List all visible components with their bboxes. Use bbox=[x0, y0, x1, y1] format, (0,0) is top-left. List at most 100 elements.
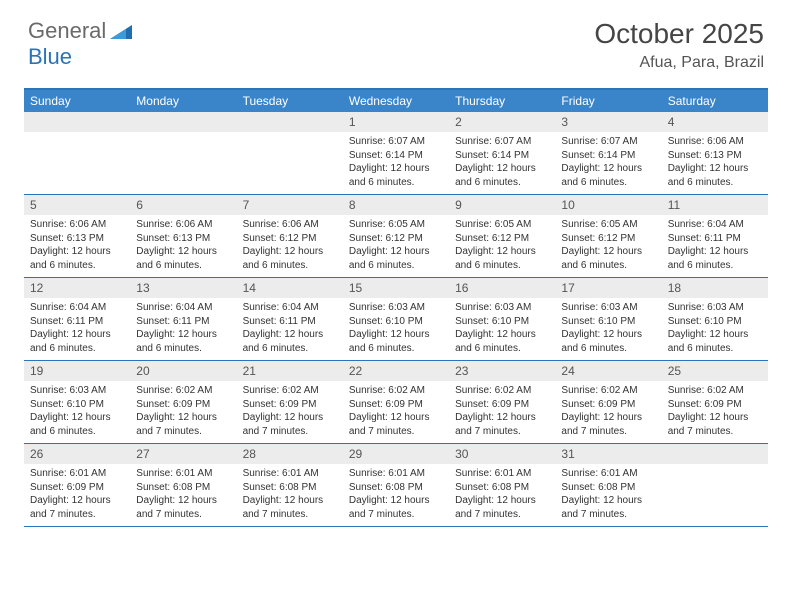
day-cell: 14Sunrise: 6:04 AMSunset: 6:11 PMDayligh… bbox=[237, 278, 343, 360]
sunset-text: Sunset: 6:11 PM bbox=[668, 232, 762, 246]
day-cell: 4Sunrise: 6:06 AMSunset: 6:13 PMDaylight… bbox=[662, 112, 768, 194]
day-number: 25 bbox=[662, 361, 768, 381]
week-row: 26Sunrise: 6:01 AMSunset: 6:09 PMDayligh… bbox=[24, 444, 768, 527]
daylight-text: Daylight: 12 hours and 6 minutes. bbox=[561, 245, 655, 272]
logo-blue-wrap: Blue bbox=[28, 44, 72, 70]
sunset-text: Sunset: 6:12 PM bbox=[561, 232, 655, 246]
day-number: 21 bbox=[237, 361, 343, 381]
day-body: Sunrise: 6:07 AMSunset: 6:14 PMDaylight:… bbox=[343, 132, 449, 193]
week-row: 5Sunrise: 6:06 AMSunset: 6:13 PMDaylight… bbox=[24, 195, 768, 278]
daylight-text: Daylight: 12 hours and 6 minutes. bbox=[561, 162, 655, 189]
week-row: 19Sunrise: 6:03 AMSunset: 6:10 PMDayligh… bbox=[24, 361, 768, 444]
daylight-text: Daylight: 12 hours and 6 minutes. bbox=[30, 328, 124, 355]
day-number: 31 bbox=[555, 444, 661, 464]
day-cell bbox=[237, 112, 343, 194]
day-cell bbox=[130, 112, 236, 194]
weekday-cell: Wednesday bbox=[343, 90, 449, 112]
day-cell: 26Sunrise: 6:01 AMSunset: 6:09 PMDayligh… bbox=[24, 444, 130, 526]
day-body: Sunrise: 6:03 AMSunset: 6:10 PMDaylight:… bbox=[24, 381, 130, 442]
day-number: 10 bbox=[555, 195, 661, 215]
day-cell bbox=[662, 444, 768, 526]
daylight-text: Daylight: 12 hours and 6 minutes. bbox=[243, 245, 337, 272]
day-body bbox=[130, 132, 236, 192]
sunrise-text: Sunrise: 6:02 AM bbox=[243, 384, 337, 398]
title-block: October 2025 Afua, Para, Brazil bbox=[594, 18, 764, 72]
sunset-text: Sunset: 6:14 PM bbox=[455, 149, 549, 163]
day-cell: 7Sunrise: 6:06 AMSunset: 6:12 PMDaylight… bbox=[237, 195, 343, 277]
day-body: Sunrise: 6:01 AMSunset: 6:08 PMDaylight:… bbox=[343, 464, 449, 525]
day-cell bbox=[24, 112, 130, 194]
day-cell: 12Sunrise: 6:04 AMSunset: 6:11 PMDayligh… bbox=[24, 278, 130, 360]
title-month: October 2025 bbox=[594, 18, 764, 50]
calendar: SundayMondayTuesdayWednesdayThursdayFrid… bbox=[24, 88, 768, 527]
day-body: Sunrise: 6:02 AMSunset: 6:09 PMDaylight:… bbox=[343, 381, 449, 442]
sunset-text: Sunset: 6:08 PM bbox=[349, 481, 443, 495]
day-body: Sunrise: 6:02 AMSunset: 6:09 PMDaylight:… bbox=[555, 381, 661, 442]
day-body: Sunrise: 6:03 AMSunset: 6:10 PMDaylight:… bbox=[555, 298, 661, 359]
sunrise-text: Sunrise: 6:02 AM bbox=[668, 384, 762, 398]
day-cell: 17Sunrise: 6:03 AMSunset: 6:10 PMDayligh… bbox=[555, 278, 661, 360]
daylight-text: Daylight: 12 hours and 7 minutes. bbox=[561, 411, 655, 438]
day-number: 26 bbox=[24, 444, 130, 464]
day-number: 2 bbox=[449, 112, 555, 132]
day-number: 8 bbox=[343, 195, 449, 215]
sunrise-text: Sunrise: 6:07 AM bbox=[561, 135, 655, 149]
day-cell: 9Sunrise: 6:05 AMSunset: 6:12 PMDaylight… bbox=[449, 195, 555, 277]
weekday-cell: Monday bbox=[130, 90, 236, 112]
weekday-cell: Saturday bbox=[662, 90, 768, 112]
day-cell: 18Sunrise: 6:03 AMSunset: 6:10 PMDayligh… bbox=[662, 278, 768, 360]
weekday-cell: Thursday bbox=[449, 90, 555, 112]
day-body: Sunrise: 6:02 AMSunset: 6:09 PMDaylight:… bbox=[237, 381, 343, 442]
sunset-text: Sunset: 6:12 PM bbox=[455, 232, 549, 246]
sunrise-text: Sunrise: 6:01 AM bbox=[349, 467, 443, 481]
day-body: Sunrise: 6:04 AMSunset: 6:11 PMDaylight:… bbox=[662, 215, 768, 276]
sunrise-text: Sunrise: 6:01 AM bbox=[30, 467, 124, 481]
daylight-text: Daylight: 12 hours and 7 minutes. bbox=[136, 494, 230, 521]
day-body: Sunrise: 6:07 AMSunset: 6:14 PMDaylight:… bbox=[449, 132, 555, 193]
day-cell: 21Sunrise: 6:02 AMSunset: 6:09 PMDayligh… bbox=[237, 361, 343, 443]
day-body: Sunrise: 6:01 AMSunset: 6:08 PMDaylight:… bbox=[130, 464, 236, 525]
title-location: Afua, Para, Brazil bbox=[594, 54, 764, 72]
day-cell: 1Sunrise: 6:07 AMSunset: 6:14 PMDaylight… bbox=[343, 112, 449, 194]
day-cell: 31Sunrise: 6:01 AMSunset: 6:08 PMDayligh… bbox=[555, 444, 661, 526]
day-cell: 6Sunrise: 6:06 AMSunset: 6:13 PMDaylight… bbox=[130, 195, 236, 277]
day-number bbox=[662, 444, 768, 464]
header: General October 2025 Afua, Para, Brazil bbox=[0, 0, 792, 80]
sunset-text: Sunset: 6:13 PM bbox=[668, 149, 762, 163]
day-number: 6 bbox=[130, 195, 236, 215]
sunset-text: Sunset: 6:09 PM bbox=[455, 398, 549, 412]
day-number: 3 bbox=[555, 112, 661, 132]
sunset-text: Sunset: 6:14 PM bbox=[561, 149, 655, 163]
day-body bbox=[24, 132, 130, 192]
sunset-text: Sunset: 6:09 PM bbox=[668, 398, 762, 412]
day-cell: 25Sunrise: 6:02 AMSunset: 6:09 PMDayligh… bbox=[662, 361, 768, 443]
weeks-container: 1Sunrise: 6:07 AMSunset: 6:14 PMDaylight… bbox=[24, 112, 768, 527]
logo: General bbox=[28, 18, 134, 44]
day-number: 24 bbox=[555, 361, 661, 381]
day-number: 12 bbox=[24, 278, 130, 298]
daylight-text: Daylight: 12 hours and 6 minutes. bbox=[455, 162, 549, 189]
sunset-text: Sunset: 6:09 PM bbox=[349, 398, 443, 412]
day-body: Sunrise: 6:01 AMSunset: 6:09 PMDaylight:… bbox=[24, 464, 130, 525]
day-cell: 28Sunrise: 6:01 AMSunset: 6:08 PMDayligh… bbox=[237, 444, 343, 526]
sunset-text: Sunset: 6:08 PM bbox=[243, 481, 337, 495]
day-cell: 16Sunrise: 6:03 AMSunset: 6:10 PMDayligh… bbox=[449, 278, 555, 360]
day-cell: 5Sunrise: 6:06 AMSunset: 6:13 PMDaylight… bbox=[24, 195, 130, 277]
daylight-text: Daylight: 12 hours and 6 minutes. bbox=[30, 245, 124, 272]
daylight-text: Daylight: 12 hours and 6 minutes. bbox=[668, 328, 762, 355]
sunrise-text: Sunrise: 6:04 AM bbox=[668, 218, 762, 232]
sunrise-text: Sunrise: 6:02 AM bbox=[455, 384, 549, 398]
day-number: 15 bbox=[343, 278, 449, 298]
day-number bbox=[237, 112, 343, 132]
day-body: Sunrise: 6:06 AMSunset: 6:13 PMDaylight:… bbox=[662, 132, 768, 193]
day-number: 7 bbox=[237, 195, 343, 215]
day-cell: 8Sunrise: 6:05 AMSunset: 6:12 PMDaylight… bbox=[343, 195, 449, 277]
day-number: 28 bbox=[237, 444, 343, 464]
daylight-text: Daylight: 12 hours and 6 minutes. bbox=[243, 328, 337, 355]
sunrise-text: Sunrise: 6:02 AM bbox=[136, 384, 230, 398]
day-body: Sunrise: 6:01 AMSunset: 6:08 PMDaylight:… bbox=[449, 464, 555, 525]
logo-text-general: General bbox=[28, 18, 106, 44]
sunrise-text: Sunrise: 6:03 AM bbox=[668, 301, 762, 315]
daylight-text: Daylight: 12 hours and 6 minutes. bbox=[349, 162, 443, 189]
daylight-text: Daylight: 12 hours and 7 minutes. bbox=[30, 494, 124, 521]
